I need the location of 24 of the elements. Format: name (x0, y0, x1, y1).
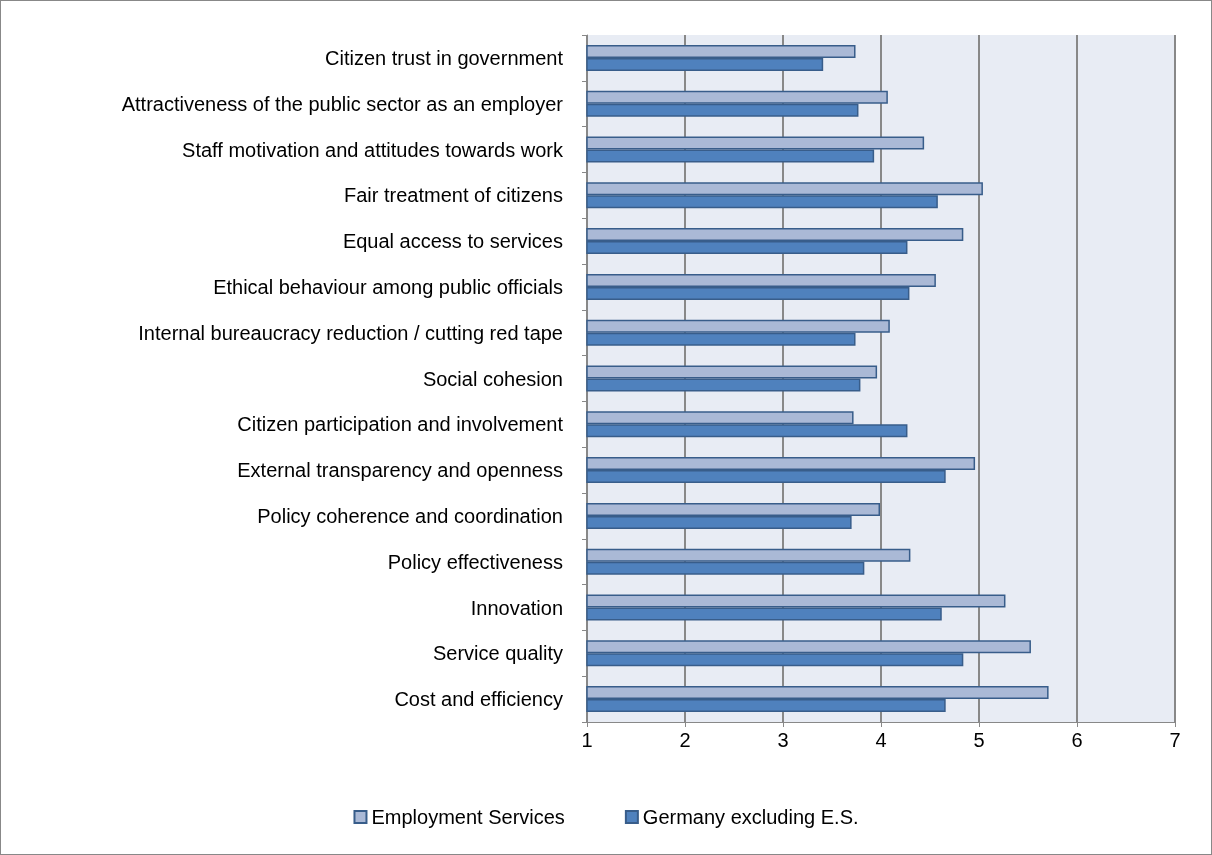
y-tick-label: Staff motivation and attitudes towards work (182, 138, 564, 161)
x-tick-label: 1 (581, 729, 593, 751)
y-tick-label: Innovation (470, 596, 563, 619)
y-tick-label: Citizen participation and involvement (237, 413, 564, 436)
y-tick-label: Citizen trust in government (325, 46, 564, 69)
y-tick-label: Policy effectiveness (387, 550, 563, 573)
y-tick-label: Service quality (432, 642, 563, 665)
y-tick-label: External transparency and openness (237, 459, 563, 482)
y-tick-label: Fair treatment of citizens (344, 184, 563, 207)
x-tick-label: 7 (1169, 729, 1181, 751)
y-tick-label: Cost and efficiency (394, 688, 563, 711)
legend-label: Germany excluding E.S. (642, 806, 859, 828)
y-tick-label: Policy coherence and coordination (257, 504, 563, 527)
y-tick-label: Equal access to services (342, 230, 563, 253)
x-tick-label: 4 (875, 729, 887, 751)
x-tick-label: 3 (777, 729, 789, 751)
y-tick-label: Attractiveness of the public sector as an employer (121, 92, 564, 115)
y-tick-label: Social cohesion (422, 367, 563, 390)
y-tick-label: Ethical behaviour among public officials (213, 275, 563, 298)
x-tick-label: 6 (1071, 729, 1083, 751)
x-tick-label: 5 (973, 729, 985, 751)
y-tick-label: Internal bureaucracy reduction / cutting red tape (138, 321, 563, 344)
x-tick-label: 2 (679, 729, 691, 751)
legend-label: Employment Services (371, 806, 565, 828)
